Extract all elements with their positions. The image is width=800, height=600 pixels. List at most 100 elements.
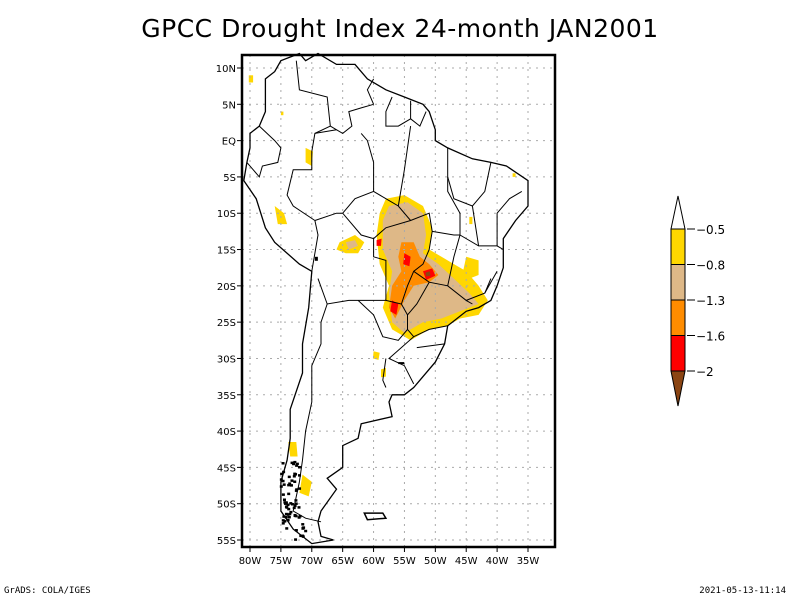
fjord-island: [282, 493, 285, 496]
lat-tick-label: 5S: [223, 173, 236, 184]
political-border: [361, 133, 373, 191]
lat-tick-label: EQ: [222, 137, 236, 148]
drought-contour: [513, 173, 516, 177]
fjord-island: [280, 485, 283, 488]
grads-credit: GrADS: COLA/IGES: [4, 586, 91, 596]
lon-tick-label: 65W: [331, 556, 354, 567]
fjord-island: [282, 462, 285, 465]
political-border: [472, 162, 491, 246]
lat-tick-label: 10N: [216, 64, 236, 75]
political-border: [315, 213, 386, 304]
fjord-island: [293, 461, 296, 464]
fjord-island: [298, 487, 301, 490]
fjord-island: [294, 538, 297, 541]
fjord-island: [291, 503, 294, 506]
colorbar-arrow-top: [671, 196, 685, 229]
lat-tick-label: 30S: [217, 354, 236, 365]
fjord-island: [294, 505, 297, 508]
political-border: [247, 126, 281, 177]
fjord-island: [287, 508, 290, 511]
fjord-island: [298, 466, 301, 469]
fjord-island: [295, 529, 298, 532]
political-border: [432, 231, 460, 235]
colorbar-label: −1.3: [696, 294, 725, 308]
colorbar: −0.5 −0.8 −1.3 −1.6 −2: [671, 196, 725, 406]
colorbar-label: −2: [696, 365, 714, 379]
colorbar-arrow-bottom: [671, 371, 685, 406]
fjord-island: [297, 506, 300, 509]
fjord-island: [287, 493, 290, 496]
political-border: [497, 191, 522, 246]
lon-tick-label: 75W: [270, 556, 293, 567]
fjord-island: [283, 520, 286, 523]
fjord-island: [302, 527, 305, 530]
map-figure: 10N5NEQ5S10S15S20S25S30S35S40S45S50S55S8…: [0, 0, 800, 600]
fjord-island: [283, 498, 286, 501]
fjord-island: [285, 527, 288, 530]
lake-titicaca: [315, 257, 318, 261]
lat-tick-label: 25S: [217, 318, 236, 329]
fjord-island: [285, 516, 288, 519]
drought-contour: [275, 206, 287, 224]
fjord-island: [287, 484, 290, 487]
colorbar-band: [671, 300, 685, 336]
colorbar-label: −0.5: [696, 223, 725, 237]
fjord-island: [295, 464, 298, 467]
lat-tick-label: 40S: [217, 427, 236, 438]
colorbar-band: [671, 265, 685, 301]
lat-tick-label: 50S: [217, 500, 236, 511]
lat-tick-label: 15S: [217, 246, 236, 257]
political-border: [398, 126, 410, 206]
fjord-island: [284, 502, 287, 505]
drought-contour: [299, 475, 311, 497]
fjord-island: [298, 474, 301, 477]
fjord-island: [294, 514, 297, 517]
falkland-islands: [364, 513, 386, 520]
fjord-island: [282, 471, 285, 474]
fjord-island: [293, 473, 296, 476]
lat-tick-label: 20S: [217, 282, 236, 293]
fjord-island: [302, 535, 305, 538]
fjord-island: [283, 483, 286, 486]
timestamp: 2021-05-13-11:14: [699, 586, 786, 596]
lon-tick-label: 60W: [362, 556, 385, 567]
fjord-island: [293, 475, 296, 478]
political-border: [417, 344, 445, 348]
drought-contour: [249, 75, 253, 82]
lat-tick-label: 5N: [222, 100, 236, 111]
fjord-island: [291, 462, 294, 465]
lon-tick-label: 50W: [424, 556, 447, 567]
fjord-island: [282, 480, 285, 483]
fjord-island: [288, 516, 291, 519]
lat-tick-label: 10S: [217, 209, 236, 220]
fjord-island: [304, 530, 307, 533]
lon-tick-label: 80W: [239, 556, 262, 567]
lon-tick-label: 70W: [300, 556, 323, 567]
fjord-island: [294, 499, 297, 502]
axis-ticks: 10N5NEQ5S10S15S20S25S30S35S40S45S50S55S8…: [216, 64, 540, 567]
political-border: [411, 112, 427, 127]
fjord-island: [287, 513, 290, 516]
colorbar-label: −1.6: [696, 330, 725, 344]
fjord-island: [295, 502, 298, 505]
lat-tick-label: 55S: [217, 536, 236, 547]
political-border: [330, 104, 373, 133]
drought-contour: [469, 217, 472, 224]
fjord-island: [288, 476, 291, 479]
fjord-island: [298, 516, 301, 519]
lon-tick-label: 45W: [455, 556, 478, 567]
colorbar-label: −0.8: [696, 259, 725, 273]
fjord-island: [290, 484, 293, 487]
political-border: [287, 61, 330, 272]
fjord-island: [301, 523, 304, 526]
fjord-island: [295, 488, 298, 491]
lon-tick-label: 55W: [393, 556, 416, 567]
lake: [398, 362, 404, 364]
lon-tick-label: 40W: [486, 556, 509, 567]
lat-tick-label: 45S: [217, 463, 236, 474]
colorbar-band: [671, 229, 685, 265]
lon-tick-label: 35W: [517, 556, 540, 567]
political-border: [386, 97, 411, 126]
fjord-island: [287, 519, 290, 522]
fjord-island: [293, 480, 296, 483]
